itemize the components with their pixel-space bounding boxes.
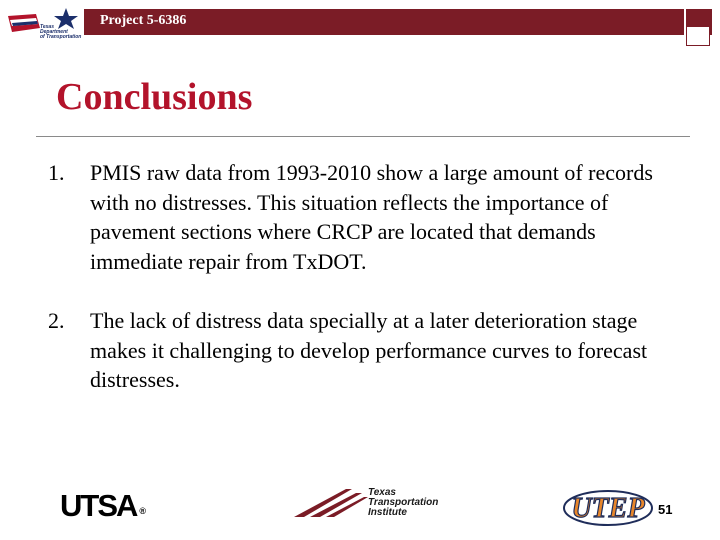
- registered-mark: ®: [139, 506, 147, 516]
- header-bar: Project 5-6386: [84, 9, 684, 35]
- title-divider: [36, 136, 690, 137]
- tti-logo-text: Texas Transportation Institute: [368, 487, 439, 518]
- page-number: 51: [658, 502, 673, 517]
- txdot-logo-text: Texas Department of Transportation: [40, 24, 82, 40]
- item-number: 2.: [48, 308, 65, 333]
- item-text: PMIS raw data from 1993-2010 show a larg…: [90, 160, 653, 274]
- txdot-logo: Texas Department of Transportation: [6, 6, 82, 42]
- utep-logo-text: UTEP: [571, 493, 645, 524]
- item-text: The lack of distress data specially at a…: [90, 308, 648, 392]
- utsa-logo-text: UTSA: [60, 488, 138, 523]
- conclusion-item-2: 2. The lack of distress data specially a…: [40, 306, 680, 395]
- item-number: 1.: [48, 160, 65, 185]
- txdot-flag-star-icon: [8, 8, 78, 32]
- utep-logo: UTEP: [563, 490, 653, 526]
- utsa-logo: UTSA ®: [60, 488, 146, 529]
- header-box-outline: [686, 26, 710, 46]
- slide-title: Conclusions: [56, 76, 253, 118]
- conclusion-item-1: 1. PMIS raw data from 1993-2010 show a l…: [40, 158, 680, 276]
- conclusions-list: 1. PMIS raw data from 1993-2010 show a l…: [40, 158, 680, 425]
- tti-swoosh-icon: [294, 489, 368, 517]
- project-label: Project 5-6386: [100, 13, 187, 28]
